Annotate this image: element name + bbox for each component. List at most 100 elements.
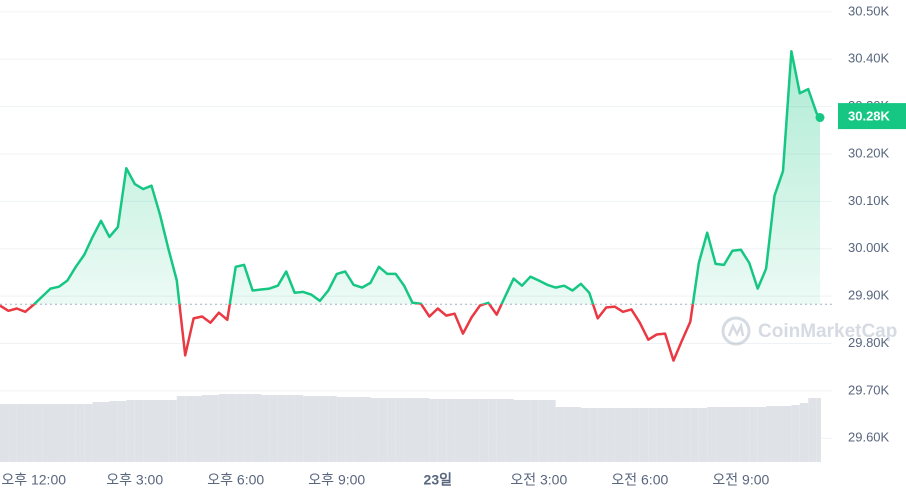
volume-bar xyxy=(446,399,455,462)
volume-bar xyxy=(286,395,295,462)
volume-bar xyxy=(547,400,556,462)
price-tag xyxy=(838,103,906,130)
volume-bar xyxy=(294,395,304,462)
volume-bar xyxy=(25,404,34,462)
volume-bar xyxy=(58,404,68,462)
volume-bar xyxy=(614,408,623,462)
volume-bar xyxy=(673,408,682,462)
volume-bar xyxy=(319,396,329,462)
volume-bar xyxy=(92,402,102,462)
volume-bar xyxy=(437,399,447,462)
volume-bar xyxy=(252,394,261,462)
volume-bar xyxy=(336,397,346,462)
volume-bar xyxy=(521,400,531,462)
watermark: CoinMarketCap xyxy=(721,316,897,346)
volume-bar xyxy=(580,408,590,462)
volume-bar xyxy=(749,407,758,462)
volume-bar xyxy=(538,400,548,462)
volume-bar xyxy=(202,395,211,462)
volume-bar xyxy=(774,406,783,462)
volume-bar xyxy=(193,396,203,462)
y-tick-label: 29.80K xyxy=(848,335,890,350)
volume-bar xyxy=(631,408,640,462)
y-tick-label: 29.90K xyxy=(848,288,890,303)
price-line-down xyxy=(0,304,695,362)
volume-bar xyxy=(816,398,820,462)
x-tick-label: 오전 9:00 xyxy=(712,472,769,488)
x-tick-label: 오후 12:00 xyxy=(1,472,66,488)
volume-bar xyxy=(143,400,152,462)
volume-bar xyxy=(151,400,160,462)
volume-bar xyxy=(67,404,76,462)
volume-bar xyxy=(505,399,514,462)
volume-bar xyxy=(656,408,666,462)
volume-bar xyxy=(488,399,497,462)
volume-bar xyxy=(362,397,371,462)
volume-bar xyxy=(555,407,565,462)
volume-bar xyxy=(572,407,581,462)
volume-bar xyxy=(260,395,270,462)
volume-bar xyxy=(463,399,472,462)
volume-bar xyxy=(244,394,253,462)
volume-bar xyxy=(134,400,144,462)
volume-bar xyxy=(42,404,51,462)
y-tick-label: 29.60K xyxy=(848,430,890,445)
volume-bar xyxy=(622,408,632,462)
volume-bar xyxy=(648,408,657,462)
volume-bar xyxy=(707,407,716,462)
volume-bar xyxy=(269,395,278,462)
x-tick-label: 오후 3:00 xyxy=(106,472,163,488)
volume-bar xyxy=(378,398,388,462)
volume-bar xyxy=(0,404,9,462)
watermark-logo xyxy=(721,316,751,346)
volume-bar xyxy=(513,400,522,462)
volume-bar xyxy=(159,400,169,462)
volume-bar xyxy=(420,398,430,462)
volume-bar xyxy=(75,404,85,462)
volume-bar xyxy=(328,396,337,462)
volume-bar xyxy=(277,395,287,462)
y-tick-label: 30.20K xyxy=(848,145,890,160)
price-tag-label: 30.28K xyxy=(848,109,891,124)
volume-bar xyxy=(724,407,733,462)
price-area xyxy=(0,51,820,305)
volume-bar xyxy=(757,407,767,462)
volume-bar xyxy=(681,408,691,462)
volume-bar xyxy=(740,407,750,462)
volume-bar xyxy=(50,404,59,462)
volume-bar xyxy=(117,401,127,462)
volume-bar xyxy=(101,402,110,462)
volume-bar xyxy=(218,394,228,462)
volume-bar xyxy=(210,395,219,462)
volume-bar xyxy=(429,399,438,462)
volume-bar xyxy=(606,408,615,462)
volume-bar xyxy=(639,408,649,462)
volume-bar xyxy=(404,398,413,462)
volume-bar xyxy=(109,401,118,462)
volume-bar xyxy=(530,400,539,462)
volume-bar xyxy=(387,398,396,462)
volume-bar xyxy=(690,408,699,462)
volume-bar xyxy=(353,397,363,462)
volume-bar xyxy=(8,404,17,462)
volume-bar xyxy=(820,398,821,462)
volume-bar xyxy=(564,407,573,462)
y-tick-label: 30.00K xyxy=(848,240,890,255)
watermark-text: CoinMarketCap xyxy=(758,321,897,342)
volume-bar xyxy=(84,404,93,462)
x-tick-label: 오후 6:00 xyxy=(207,472,264,488)
x-tick-label: 23일 xyxy=(424,472,452,488)
volume-bar xyxy=(791,405,800,462)
watermark-logo-mark xyxy=(727,322,745,337)
x-tick-label: 오전 6:00 xyxy=(611,472,668,488)
y-tick-label: 30.10K xyxy=(848,193,890,208)
volume-bar xyxy=(808,398,817,462)
volume-bar xyxy=(479,399,489,462)
volume-bar xyxy=(185,396,194,462)
volume-bar xyxy=(715,407,725,462)
volume-bar xyxy=(235,394,245,462)
volume-bar xyxy=(227,394,236,462)
volume-bar xyxy=(782,406,792,462)
